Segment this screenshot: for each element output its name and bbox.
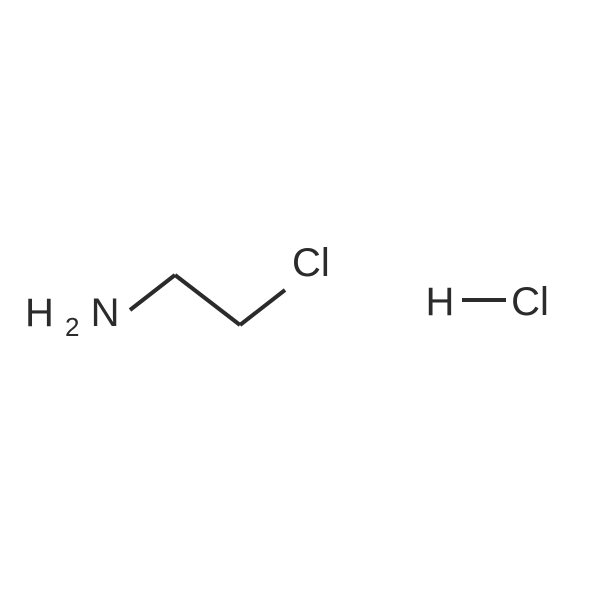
bond-c1-c2 xyxy=(175,275,240,325)
bond-c2-cl xyxy=(240,290,285,325)
atom-label-h2n: H 2 N xyxy=(25,291,120,345)
atom-label-cl: Cl xyxy=(292,241,330,285)
bond-n-c1 xyxy=(130,275,175,310)
atom-label-cl-salt: Cl xyxy=(511,280,549,324)
chemical-structure-diagram: H 2 N Cl H Cl xyxy=(0,0,600,600)
atom-label-h: H xyxy=(426,280,455,324)
